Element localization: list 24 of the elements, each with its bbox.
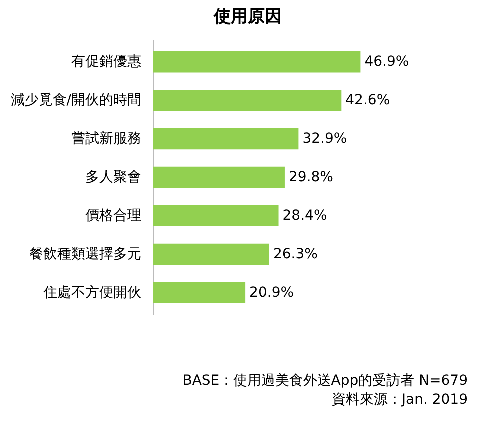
y-tick-label: 多人聚會: [86, 170, 142, 186]
bar: [153, 128, 299, 150]
data-label: 28.4%: [282, 208, 328, 224]
chart-title: 使用原因: [213, 7, 282, 27]
y-tick-label: 餐飲種類選擇多元: [30, 246, 142, 262]
bar: [153, 282, 246, 304]
data-label: 32.9%: [302, 131, 348, 148]
bar: [153, 205, 279, 227]
y-tick-label: 價格合理: [86, 208, 142, 224]
y-tick-label: 減少覓食/開伙的時間: [10, 92, 142, 109]
source-note: 資料來源：Jan. 2019: [330, 391, 468, 410]
data-label: 29.8%: [288, 170, 334, 186]
bar: [153, 52, 361, 73]
bar: [153, 244, 270, 265]
data-label: 26.3%: [273, 246, 318, 262]
bar: [153, 90, 342, 112]
y-tick-label: 有促銷優惠: [72, 54, 142, 70]
data-label: 42.6%: [346, 92, 390, 109]
text: BASE : 使用過美食外送App的受訪者 N=679: [182, 372, 468, 391]
bar: [153, 166, 285, 188]
y-tick-label: 住處不方便開伙: [42, 284, 142, 301]
y-tick-label: 嘗試新服務: [72, 131, 142, 148]
data-label: 20.9%: [250, 284, 294, 301]
data-label: 46.9%: [364, 54, 410, 70]
